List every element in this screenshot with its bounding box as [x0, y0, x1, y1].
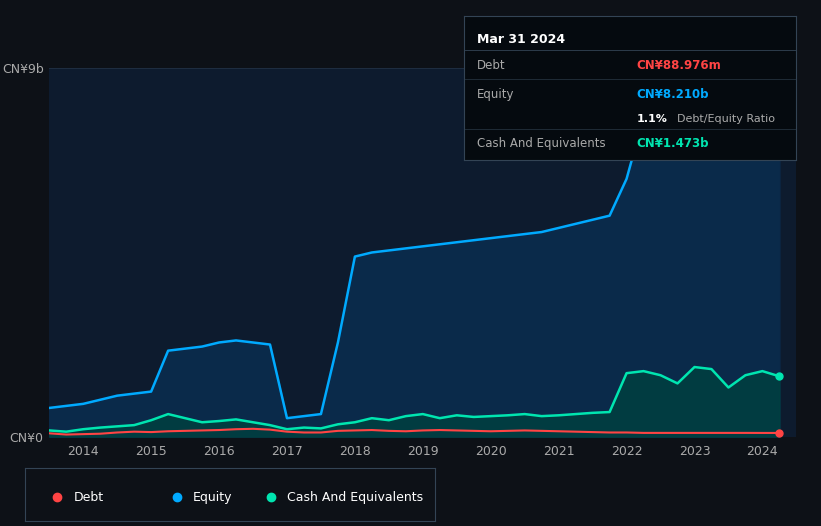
Text: Equity: Equity	[193, 491, 232, 503]
Text: Cash And Equivalents: Cash And Equivalents	[477, 137, 606, 150]
Text: Debt: Debt	[74, 491, 104, 503]
Text: 1.1%: 1.1%	[637, 114, 667, 124]
Text: CN¥88.976m: CN¥88.976m	[637, 59, 722, 72]
Text: Cash And Equivalents: Cash And Equivalents	[287, 491, 424, 503]
Text: CN¥8.210b: CN¥8.210b	[637, 88, 709, 101]
Text: Debt: Debt	[477, 59, 506, 72]
Text: CN¥1.473b: CN¥1.473b	[637, 137, 709, 150]
Text: Equity: Equity	[477, 88, 515, 101]
Text: Debt/Equity Ratio: Debt/Equity Ratio	[677, 114, 775, 124]
Text: Mar 31 2024: Mar 31 2024	[477, 33, 566, 46]
